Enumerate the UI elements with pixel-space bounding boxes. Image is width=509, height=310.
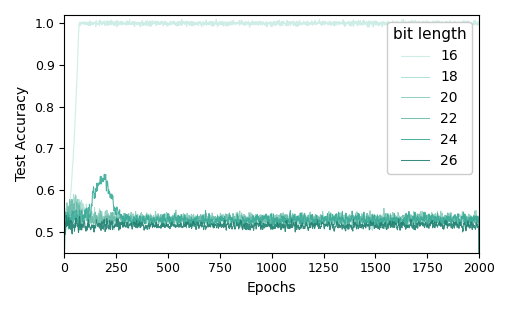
18 (463, 222, 469, 226)
26 (252, 224, 258, 227)
22 (263, 220, 269, 224)
Legend: 16, 18, 20, 22, 24, 26: 16, 18, 20, 22, 24, 26 (387, 22, 471, 174)
16 (263, 20, 269, 23)
Line: 18: 18 (64, 194, 478, 253)
20 (475, 251, 481, 255)
24 (263, 215, 269, 218)
Y-axis label: Test Accuracy: Test Accuracy (15, 86, 29, 181)
16 (252, 22, 258, 26)
18 (252, 221, 258, 225)
20 (252, 220, 258, 224)
16 (475, 20, 481, 24)
22 (463, 225, 469, 229)
22 (387, 222, 393, 225)
24 (82, 215, 89, 219)
24 (252, 216, 258, 220)
22 (252, 218, 258, 221)
16 (464, 20, 470, 24)
Line: 20: 20 (64, 195, 478, 253)
Line: 16: 16 (64, 19, 478, 234)
16 (178, 17, 184, 21)
24 (475, 251, 481, 255)
X-axis label: Epochs: Epochs (246, 281, 296, 295)
16 (463, 24, 469, 28)
18 (387, 224, 393, 228)
16 (387, 21, 393, 24)
20 (72, 193, 78, 197)
20 (61, 251, 67, 255)
18 (475, 251, 481, 255)
26 (387, 224, 393, 228)
26 (82, 229, 89, 232)
22 (475, 251, 481, 255)
20 (263, 214, 269, 218)
18 (82, 215, 89, 219)
Line: 24: 24 (64, 174, 478, 253)
16 (61, 228, 67, 232)
24 (463, 224, 469, 228)
24 (387, 219, 393, 223)
16 (82, 21, 89, 24)
26 (263, 224, 269, 227)
22 (61, 251, 67, 255)
26 (463, 224, 469, 228)
18 (61, 251, 67, 255)
18 (463, 219, 469, 223)
26 (63, 214, 69, 217)
22 (463, 222, 469, 226)
26 (61, 251, 67, 255)
16 (62, 232, 68, 236)
20 (82, 209, 89, 213)
20 (463, 216, 469, 220)
Line: 22: 22 (64, 199, 478, 253)
18 (70, 193, 76, 196)
26 (475, 251, 481, 255)
24 (61, 251, 67, 255)
24 (101, 172, 107, 176)
20 (463, 220, 469, 224)
22 (69, 197, 75, 201)
Line: 26: 26 (64, 215, 478, 253)
20 (387, 218, 393, 222)
18 (263, 219, 269, 223)
24 (463, 224, 469, 227)
22 (82, 213, 89, 216)
26 (463, 223, 469, 227)
